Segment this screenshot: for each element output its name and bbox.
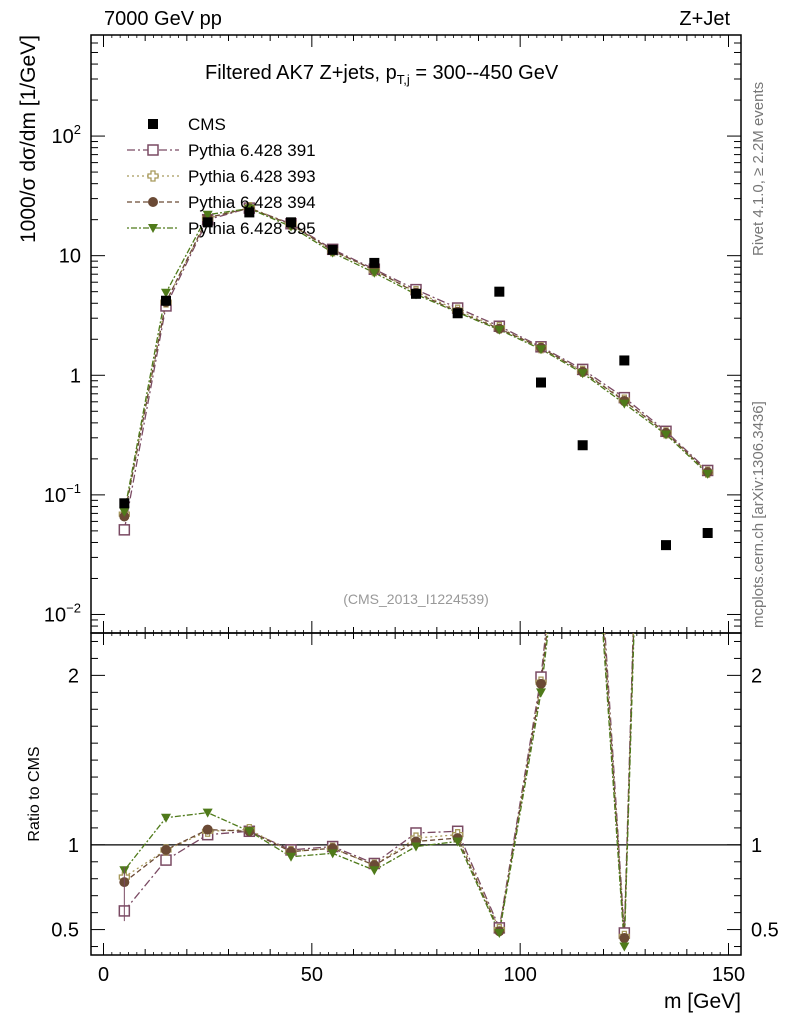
y-tick-base: 10	[44, 604, 66, 626]
ratio-tick-label-left: 2	[68, 665, 79, 687]
ratio-tick-label-left: 1	[68, 835, 79, 857]
mc-point-4	[661, 430, 671, 440]
legend-marker	[147, 170, 159, 182]
mc-ratio-point-4	[452, 837, 463, 847]
ratio-axis-label: Ratio to CMS	[26, 746, 43, 841]
mc-ratio-point-4	[411, 842, 421, 852]
legend-label: Pythia 6.428 395	[188, 219, 316, 238]
legend-label: Pythia 6.428 391	[188, 141, 316, 160]
x-tick-label: 150	[712, 964, 745, 986]
chart-title: Filtered AK7 Z+jets, pT,j = 300--450 GeV	[205, 62, 558, 87]
ratio-plot-data	[118, 281, 713, 952]
chart-title-subscript: T,j	[396, 72, 410, 87]
mc-ratio-point-4	[327, 849, 338, 859]
cms-data-point	[161, 295, 171, 306]
legend-label: Pythia 6.428 393	[188, 167, 316, 186]
mc-ratio-point-1	[160, 854, 172, 866]
cms-data-point	[119, 498, 130, 509]
cms-data-point	[411, 288, 421, 299]
mc-ratio-point-4	[703, 485, 713, 494]
legend-label: Pythia 6.428 394	[188, 193, 316, 212]
mc-line-1	[123, 207, 709, 530]
mc-point-4	[494, 325, 505, 335]
x-tick-label: 50	[301, 964, 323, 986]
cms-data-point	[661, 540, 671, 551]
y-tick-label: 10	[59, 246, 81, 268]
mc-point-4	[369, 268, 380, 278]
cms-data-point	[577, 440, 588, 451]
header-energy-label: 7000 GeV pp	[104, 8, 222, 30]
mc-ratio-point-3	[619, 933, 630, 944]
cms-data-point	[327, 244, 338, 255]
mc-ratio-point-4	[619, 942, 630, 952]
y-tick-label: 10−1	[44, 481, 81, 507]
chart-title-main: Filtered AK7 Z+jets, p	[205, 62, 397, 84]
mc-ratio-point-4	[369, 866, 380, 876]
x-tick-label: 100	[503, 964, 536, 986]
main-plot-data	[118, 202, 714, 551]
mc-ratio-point-4	[202, 808, 213, 818]
y-tick-label: 1	[70, 365, 81, 387]
cms-data-point	[202, 217, 213, 228]
cms-data-point	[369, 257, 380, 268]
mc-ratio-point-4	[494, 928, 505, 938]
cms-data-point	[619, 355, 630, 366]
mc-ratio-point-1	[578, 281, 588, 291]
y-tick-exponent: −1	[66, 481, 81, 496]
mc-ratio-point-4	[161, 813, 171, 823]
ratio-tick-label-right: 0.5	[751, 920, 779, 942]
x-tick-label: 0	[98, 964, 109, 986]
ratio-tick-label-right: 2	[751, 665, 762, 687]
mc-point-4	[619, 399, 630, 409]
mc-ratio-point-4	[244, 827, 255, 837]
mc-ratio-point-4	[286, 852, 296, 862]
mc-point-4	[702, 469, 713, 479]
chart-title-tail: = 300--450 GeV	[409, 62, 559, 84]
analysis-label: (CMS_2013_I1224539)	[343, 591, 489, 607]
mc-ratio-point-2	[578, 298, 588, 308]
legend-marker	[148, 119, 158, 129]
cms-data-point	[244, 207, 255, 218]
mc-point-4	[577, 369, 588, 379]
mc-point-4	[536, 345, 546, 355]
y-axis-label: 1000/σ dσ/dm [1/GeV]	[17, 35, 40, 243]
legend-marker	[148, 197, 158, 207]
legend-label: CMS	[188, 115, 226, 134]
mc-point-1	[118, 524, 131, 536]
cms-data-point	[702, 527, 713, 538]
y-tick-exponent: −2	[66, 600, 81, 615]
y-tick-label: 10−2	[44, 600, 81, 626]
mc-ratio-point-3	[578, 314, 588, 324]
y-tick-base: 10	[52, 126, 74, 148]
mc-ratio-line-4	[123, 633, 635, 947]
mc-ratio-point-3	[536, 678, 546, 689]
mc-ratio-point-4	[578, 332, 588, 341]
ratio-tick-label-left: 0.5	[51, 920, 79, 942]
legend-marker	[147, 144, 159, 156]
y-tick-label: 102	[52, 122, 81, 148]
mc-point-4	[202, 210, 213, 220]
header-process-label: Z+Jet	[679, 8, 730, 30]
y-tick-base: 10	[44, 485, 66, 507]
cms-data-point	[494, 286, 505, 297]
mc-ratio-point-3	[161, 844, 171, 855]
cms-data-point	[286, 217, 296, 228]
ratio-tick-label-right: 1	[751, 835, 762, 857]
y-tick-exponent: 2	[74, 122, 81, 137]
mc-line-3	[123, 207, 709, 517]
cms-data-point	[536, 377, 546, 388]
ratio-plot-frame	[90, 632, 742, 956]
mc-ratio-point-4	[536, 688, 546, 698]
mc-point-4	[161, 288, 171, 298]
mc-ratio-point-1	[703, 450, 713, 460]
legend-marker	[148, 224, 158, 233]
x-axis-label: m [GeV]	[664, 990, 741, 1013]
mc-ratio-point-3	[202, 824, 213, 835]
cms-data-point	[452, 308, 463, 319]
mc-ratio-line-1	[123, 633, 634, 934]
mc-point-4	[119, 507, 130, 517]
